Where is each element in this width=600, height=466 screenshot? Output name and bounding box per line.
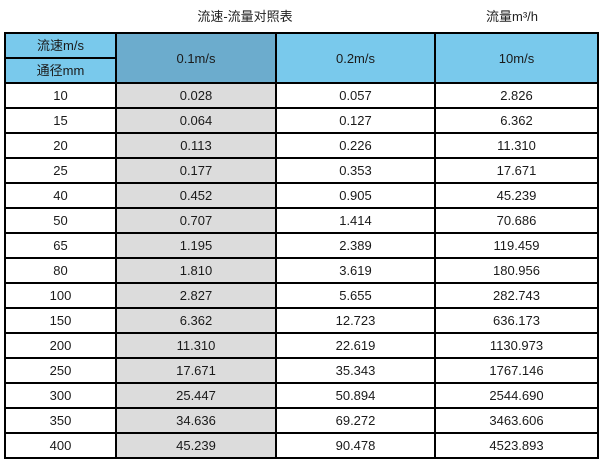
table-row: 250 17.671 35.343 1767.146	[4, 357, 599, 384]
flow-value-cell: 0.905	[275, 182, 436, 209]
diameter-cell: 40	[4, 182, 117, 209]
diameter-cell: 10	[4, 82, 117, 109]
flow-value-cell: 70.686	[434, 207, 599, 234]
corner-diameter-label: 通径mm	[4, 57, 117, 84]
flow-value-cell: 12.723	[275, 307, 436, 334]
table-row: 350 34.636 69.272 3463.606	[4, 407, 599, 434]
flow-value-cell: 69.272	[275, 407, 436, 434]
flow-value-cell: 0.057	[275, 82, 436, 109]
diameter-cell: 65	[4, 232, 117, 259]
flow-value-cell: 1130.973	[434, 332, 599, 359]
flow-value-cell: 1.195	[115, 232, 277, 259]
flow-value-cell: 11.310	[115, 332, 277, 359]
table-row: 40 0.452 0.905 45.239	[4, 182, 599, 209]
page-header: 流速-流量对照表 流量m³/h	[0, 0, 600, 30]
table-row: 100 2.827 5.655 282.743	[4, 282, 599, 309]
table-header: 流速m/s 0.1m/s 0.2m/s 10m/s 通径mm	[4, 32, 599, 84]
flow-value-cell: 0.226	[275, 132, 436, 159]
diameter-cell: 250	[4, 357, 117, 384]
table-row: 15 0.064 0.127 6.362	[4, 107, 599, 134]
flow-value-cell: 1.414	[275, 207, 436, 234]
flow-value-cell: 0.028	[115, 82, 277, 109]
flow-value-cell: 2.826	[434, 82, 599, 109]
flow-value-cell: 0.113	[115, 132, 277, 159]
flow-value-cell: 119.459	[434, 232, 599, 259]
flow-value-cell: 2.389	[275, 232, 436, 259]
table-row: 150 6.362 12.723 636.173	[4, 307, 599, 334]
table-row: 200 11.310 22.619 1130.973	[4, 332, 599, 359]
corner-velocity-label: 流速m/s	[4, 32, 117, 59]
flow-value-cell: 3.619	[275, 257, 436, 284]
flow-value-cell: 636.173	[434, 307, 599, 334]
flow-value-cell: 2.827	[115, 282, 277, 309]
flow-rate-table: 流速m/s 0.1m/s 0.2m/s 10m/s 通径mm 10 0.028 0.…	[4, 32, 599, 459]
table-row: 400 45.239 90.478 4523.893	[4, 432, 599, 459]
flow-value-cell: 0.064	[115, 107, 277, 134]
flow-value-cell: 1767.146	[434, 357, 599, 384]
table-row: 10 0.028 0.057 2.826	[4, 82, 599, 109]
diameter-cell: 80	[4, 257, 117, 284]
flow-value-cell: 2544.690	[434, 382, 599, 409]
table-body: 10 0.028 0.057 2.826 15 0.064 0.127 6.362 20 0.11…	[4, 82, 599, 459]
diameter-cell: 100	[4, 282, 117, 309]
flow-value-cell: 5.655	[275, 282, 436, 309]
flow-value-cell: 35.343	[275, 357, 436, 384]
table-row: 65 1.195 2.389 119.459	[4, 232, 599, 259]
table-row: 50 0.707 1.414 70.686	[4, 207, 599, 234]
diameter-cell: 400	[4, 432, 117, 459]
diameter-cell: 20	[4, 132, 117, 159]
diameter-cell: 200	[4, 332, 117, 359]
flow-value-cell: 45.239	[434, 182, 599, 209]
diameter-cell: 150	[4, 307, 117, 334]
flow-value-cell: 3463.606	[434, 407, 599, 434]
flow-value-cell: 180.956	[434, 257, 599, 284]
flow-value-cell: 1.810	[115, 257, 277, 284]
table-row: 25 0.177 0.353 17.671	[4, 157, 599, 184]
column-header-0-2ms: 0.2m/s	[275, 32, 436, 84]
flow-value-cell: 0.177	[115, 157, 277, 184]
table-row: 20 0.113 0.226 11.310	[4, 132, 599, 159]
diameter-cell: 25	[4, 157, 117, 184]
flow-value-cell: 45.239	[115, 432, 277, 459]
flow-value-cell: 6.362	[115, 307, 277, 334]
flow-value-cell: 90.478	[275, 432, 436, 459]
flow-value-cell: 22.619	[275, 332, 436, 359]
column-header-0-1ms: 0.1m/s	[115, 32, 277, 84]
page-title: 流速-流量对照表	[197, 9, 293, 24]
unit-label: 流量m³/h	[485, 9, 538, 24]
table-row: 80 1.810 3.619 180.956	[4, 257, 599, 284]
diameter-cell: 15	[4, 107, 117, 134]
flow-value-cell: 6.362	[434, 107, 599, 134]
diameter-cell: 300	[4, 382, 117, 409]
flow-value-cell: 0.127	[275, 107, 436, 134]
flow-value-cell: 11.310	[434, 132, 599, 159]
flow-value-cell: 50.894	[275, 382, 436, 409]
flow-value-cell: 282.743	[434, 282, 599, 309]
header-row-top: 流速m/s 0.1m/s 0.2m/s 10m/s	[4, 32, 599, 84]
flow-value-cell: 17.671	[115, 357, 277, 384]
flow-value-cell: 4523.893	[434, 432, 599, 459]
flow-value-cell: 34.636	[115, 407, 277, 434]
flow-value-cell: 0.353	[275, 157, 436, 184]
diameter-cell: 50	[4, 207, 117, 234]
diameter-cell: 350	[4, 407, 117, 434]
column-header-10ms: 10m/s	[434, 32, 599, 84]
flow-value-cell: 17.671	[434, 157, 599, 184]
flow-value-cell: 25.447	[115, 382, 277, 409]
flow-value-cell: 0.707	[115, 207, 277, 234]
flow-value-cell: 0.452	[115, 182, 277, 209]
table-row: 300 25.447 50.894 2544.690	[4, 382, 599, 409]
header-row-bottom: 通径mm	[4, 57, 598, 84]
